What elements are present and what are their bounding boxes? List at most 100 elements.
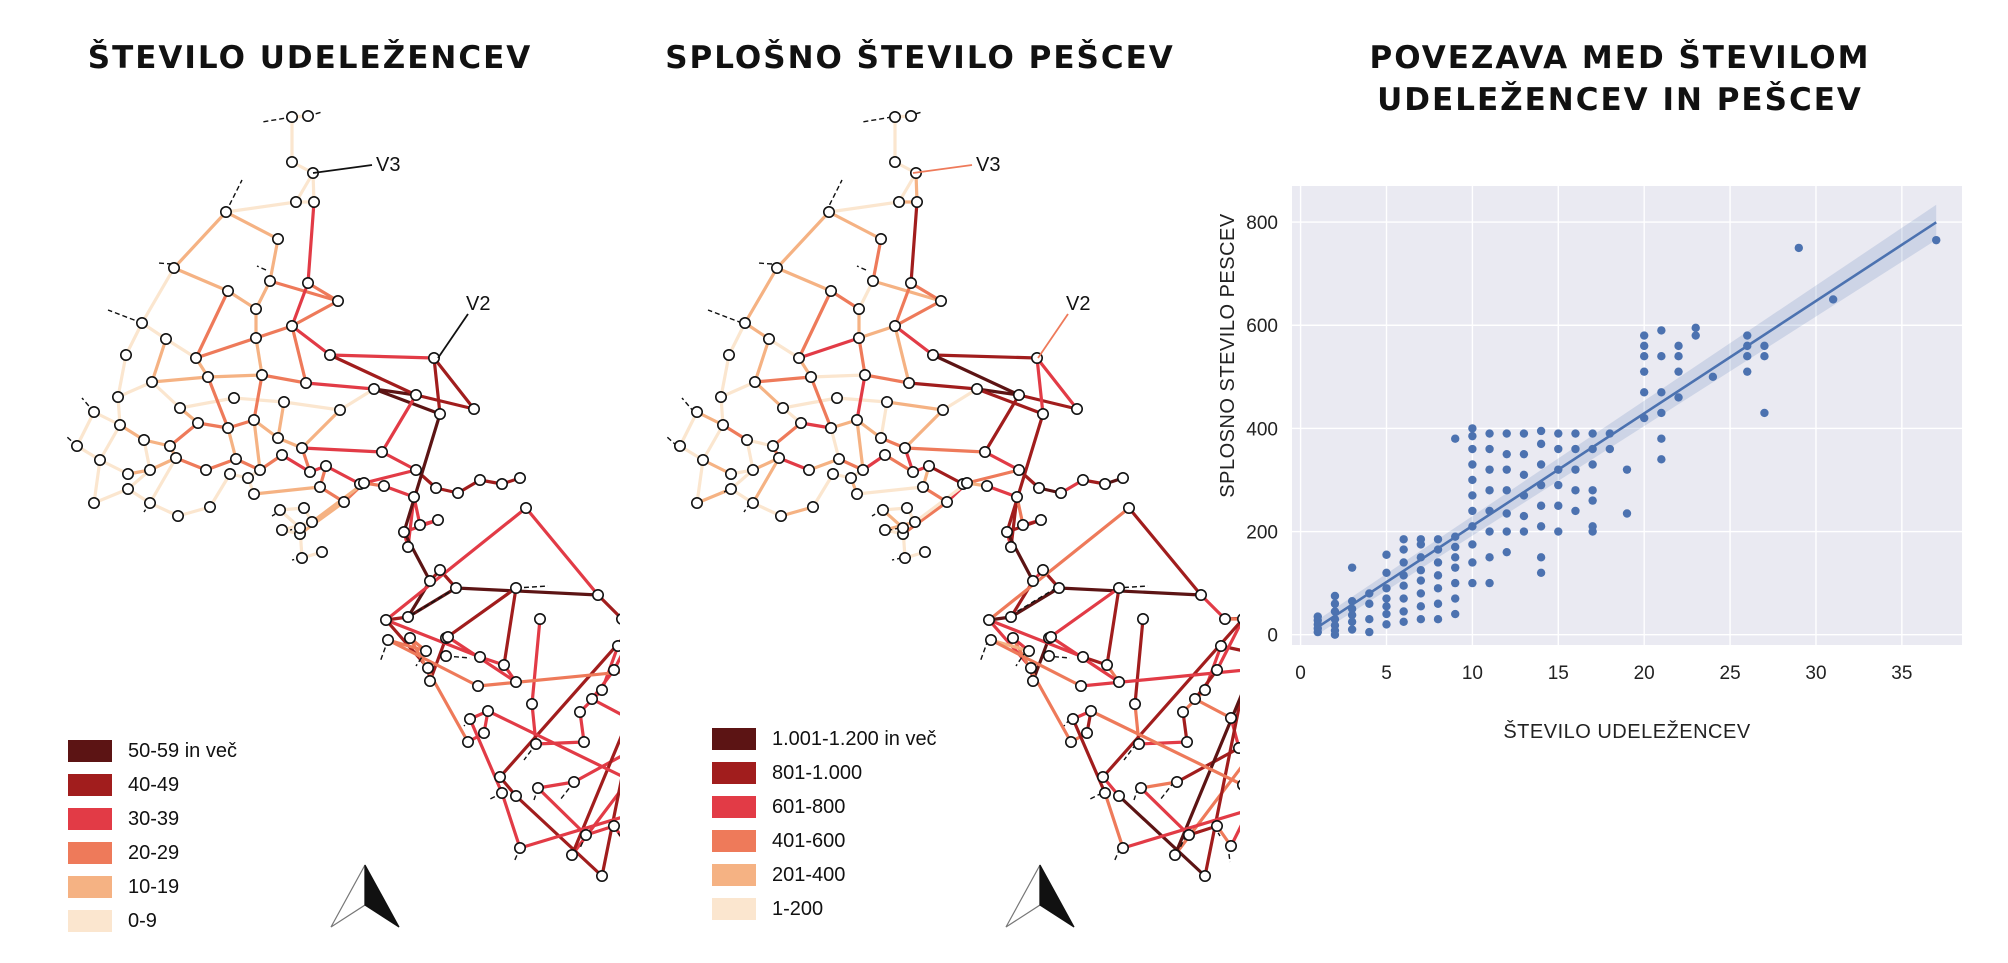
count-point <box>495 786 508 799</box>
count-point <box>421 661 434 674</box>
count-point <box>1012 388 1025 401</box>
count-point <box>248 487 261 500</box>
street-segment <box>751 456 781 505</box>
count-point <box>289 196 302 209</box>
count-point <box>900 501 913 514</box>
scatter-point <box>1485 444 1494 454</box>
street-segment <box>989 638 1083 688</box>
count-point <box>1096 770 1109 783</box>
count-point <box>250 302 263 315</box>
scatter-point <box>1416 553 1426 562</box>
scatter-point <box>1519 511 1529 521</box>
scatter-point <box>1365 589 1374 598</box>
scatter-point <box>1519 527 1529 536</box>
x-tick-label: 10 <box>1462 663 1483 684</box>
scatter-point <box>1382 584 1391 593</box>
count-point <box>763 332 776 345</box>
legend-swatch <box>68 842 112 864</box>
street-segment <box>306 200 316 285</box>
count-point <box>271 233 284 246</box>
count-point <box>980 479 993 492</box>
street-segment <box>75 410 96 448</box>
scatter-point <box>1743 341 1752 351</box>
chart-panel: POVEZAVA MED ŠTEVILOM UDELEŽENCEV IN PEŠ… <box>1220 0 2008 963</box>
street-segment <box>879 400 889 440</box>
map-title-pedestrians: SPLOŠNO ŠTEVILO PEŠCEV <box>665 40 1175 76</box>
count-point <box>739 316 752 329</box>
pedestrians-markers: V3V2V1 <box>912 154 1090 359</box>
scatter-point <box>1451 542 1460 552</box>
street-segment <box>775 210 831 270</box>
count-point <box>275 448 288 461</box>
count-point <box>224 467 237 480</box>
count-point <box>204 500 217 513</box>
count-point <box>423 674 436 687</box>
scatter-point <box>1468 431 1477 441</box>
scatter-point <box>1554 444 1563 454</box>
street-segment <box>260 373 308 385</box>
count-point <box>136 316 149 329</box>
count-point <box>595 869 608 882</box>
scatter-point <box>1519 429 1529 438</box>
street-segment <box>719 380 757 399</box>
scatter-point <box>1605 429 1615 438</box>
count-point <box>88 405 101 418</box>
participants-markers: V3V2V1 <box>312 154 490 359</box>
scatter-point <box>1399 571 1408 580</box>
scatter-point <box>1639 367 1649 376</box>
street-segment <box>536 786 588 837</box>
street-segment <box>743 266 779 325</box>
street-segment <box>590 697 620 716</box>
street-segment <box>753 380 785 410</box>
count-point <box>441 630 454 643</box>
count-point <box>122 482 135 495</box>
count-point <box>910 196 923 209</box>
count-point <box>1233 742 1240 754</box>
scatter-point <box>1347 604 1357 614</box>
scatter-point <box>1536 553 1546 562</box>
count-point <box>827 467 840 480</box>
map-pedestrians: V3V2V1 <box>665 110 1240 928</box>
count-point <box>1010 490 1023 503</box>
count-point <box>285 319 298 332</box>
street-segment <box>148 456 178 505</box>
count-point <box>906 465 919 478</box>
count-point <box>725 482 738 495</box>
count-point <box>192 416 205 429</box>
scatter-point <box>1468 491 1477 500</box>
street-segment <box>194 336 258 360</box>
participants-legend-item: 0-9 <box>68 904 237 938</box>
count-point <box>878 523 891 536</box>
scatter-point <box>1433 571 1443 580</box>
scatter-point <box>1639 341 1649 351</box>
count-point <box>1218 612 1231 625</box>
street-segment <box>871 237 883 283</box>
street-segment <box>304 381 376 391</box>
count-point <box>255 368 268 381</box>
scatter-point <box>1708 372 1718 382</box>
count-point <box>723 348 736 361</box>
street-segment <box>1009 586 1061 619</box>
x-tick-label: 25 <box>1720 663 1741 684</box>
scatter-point <box>1554 465 1563 474</box>
street-segment <box>855 485 925 496</box>
count-point <box>160 332 173 345</box>
street-segment <box>809 373 867 379</box>
count-point <box>577 735 590 748</box>
count-point <box>122 467 135 480</box>
scatter-point <box>1399 581 1408 590</box>
count-point <box>795 416 808 429</box>
scatter-point <box>1347 610 1357 620</box>
street-stub <box>225 179 243 213</box>
count-point <box>1076 650 1089 663</box>
count-point <box>381 633 394 646</box>
count-point <box>297 501 310 514</box>
street-segment <box>290 299 340 328</box>
street-segment <box>276 400 286 440</box>
street-segment <box>570 735 620 857</box>
count-point <box>831 391 844 404</box>
street-segment <box>1121 811 1240 850</box>
street-segment <box>719 353 731 399</box>
street-segment <box>695 458 705 505</box>
count-point <box>898 441 911 454</box>
